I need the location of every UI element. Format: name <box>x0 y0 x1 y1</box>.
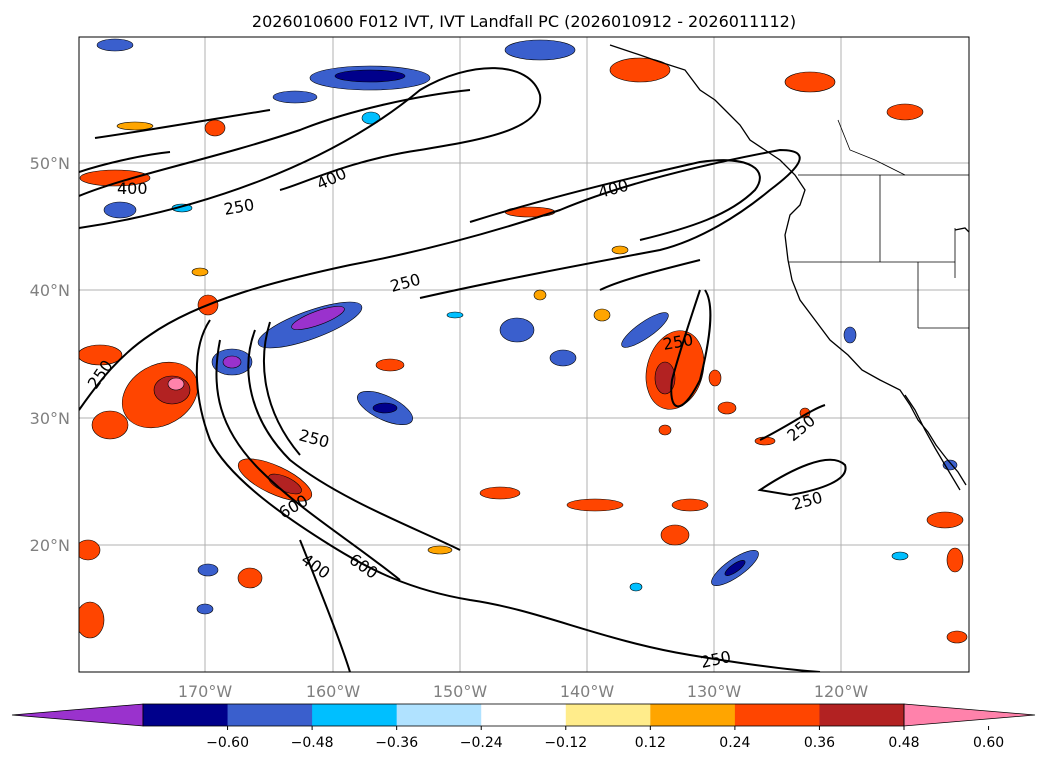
map-title: 2026010600 F012 IVT, IVT Landfall PC (20… <box>252 12 796 31</box>
colorbar-cell <box>650 704 736 726</box>
positive-anomaly-patches <box>79 57 968 644</box>
lat-label: 40°N <box>30 281 70 300</box>
lat-label: 20°N <box>30 536 70 555</box>
colorbar-tick-label: 0.36 <box>804 735 835 751</box>
colorbar-cell <box>565 704 651 726</box>
lon-label: 150°W <box>433 682 488 701</box>
map-panel: 400 250 400 400 250 250 250 250 600 600 … <box>78 36 970 673</box>
colorbar: −0.60 −0.48 −0.36 −0.24 −0.12 0.12 0.24 0.36 0.4… <box>11 703 1036 751</box>
colorbar-tick-label: 0.24 <box>719 735 750 751</box>
lon-label: 160°W <box>306 682 361 701</box>
colorbar-cell <box>396 704 482 726</box>
colorbar-tick-label: 0.60 <box>973 735 1004 751</box>
colorbar-cell <box>143 704 229 726</box>
colorbar-cell <box>481 704 567 726</box>
colorbar-tick-label: 0.12 <box>635 735 666 751</box>
colorbar-extend-low <box>11 703 144 727</box>
colorbar-extend-high <box>903 703 1036 727</box>
lon-label: 140°W <box>560 682 615 701</box>
negative-anomaly-patches <box>96 38 958 615</box>
colorbar-tick-label: −0.48 <box>291 735 334 751</box>
colorbar-cell <box>227 704 313 726</box>
lon-label: 130°W <box>687 682 742 701</box>
ivt-contours <box>79 67 847 672</box>
colorbar-tick-label: −0.36 <box>375 735 418 751</box>
colorbar-cell <box>819 704 905 726</box>
colorbar-tick-label: −0.60 <box>206 735 249 751</box>
colorbar-tick-label: 0.48 <box>888 735 919 751</box>
lon-label: 120°W <box>814 682 869 701</box>
gridlines <box>79 37 969 672</box>
colorbar-tick-label: −0.24 <box>460 735 503 751</box>
latitude-labels: 50°N 40°N 30°N 20°N <box>30 154 70 555</box>
contour-label: 400 <box>117 179 148 198</box>
colorbar-tick-label: −0.12 <box>544 735 587 751</box>
state-borders <box>788 119 969 329</box>
colorbar-cell <box>734 704 820 726</box>
longitude-labels: 170°W 160°W 150°W 140°W 130°W 120°W <box>178 682 869 701</box>
lat-label: 30°N <box>30 409 70 428</box>
coastline <box>609 44 969 491</box>
colorbar-cell <box>312 704 398 726</box>
lon-label: 170°W <box>178 682 233 701</box>
lat-label: 50°N <box>30 154 70 173</box>
